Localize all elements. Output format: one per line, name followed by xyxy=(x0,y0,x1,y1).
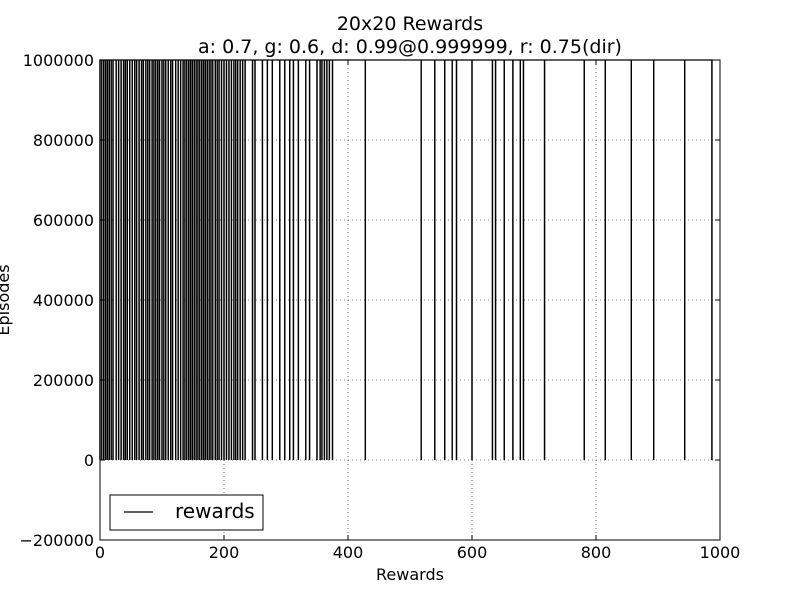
y-tick-label: 0 xyxy=(84,451,94,470)
y-tick-label: −200000 xyxy=(20,531,94,550)
x-tick-label: 1000 xyxy=(700,543,741,562)
x-tick-label: 600 xyxy=(457,543,488,562)
y-axis-tick-labels: −200000 0 200000 400000 600000 800000 1000000 xyxy=(20,51,94,550)
legend-label-rewards: rewards xyxy=(175,499,255,523)
y-axis-label: Episodes xyxy=(0,264,13,335)
y-tick-label: 200000 xyxy=(33,371,94,390)
y-tick-label: 400000 xyxy=(33,291,94,310)
y-tick-label: 600000 xyxy=(33,211,94,230)
series-rewards xyxy=(99,59,713,460)
y-tick-label: 800000 xyxy=(33,131,94,150)
axis-ticks xyxy=(99,59,721,541)
x-tick-label: 400 xyxy=(333,543,364,562)
legend: rewards xyxy=(109,494,264,531)
x-tick-label: 0 xyxy=(95,543,105,562)
chart-title: 20x20 Rewards xyxy=(337,13,483,35)
x-axis-tick-labels: 0 200 400 600 800 1000 xyxy=(95,543,740,562)
x-tick-label: 800 xyxy=(581,543,612,562)
chart-subtitle: a: 0.7, g: 0.6, d: 0.99@0.999999, r: 0.7… xyxy=(198,36,622,58)
x-tick-label: 200 xyxy=(209,543,240,562)
x-axis-label: Rewards xyxy=(376,565,444,584)
y-tick-label: 1000000 xyxy=(23,51,94,70)
